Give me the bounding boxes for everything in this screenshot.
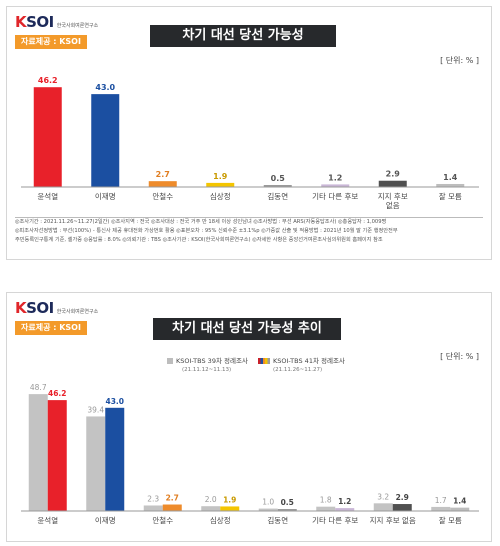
data-label-previous: 1.8: [320, 496, 332, 505]
unit-label: [ 단위: % ]: [440, 352, 479, 361]
bar-previous: [431, 506, 451, 511]
legend-label: KSOI-TBS 41차 정례조사: [273, 357, 345, 365]
bar-current: [277, 509, 297, 511]
data-label-current: 1.9: [223, 495, 236, 504]
data-label: 46.2: [38, 76, 58, 85]
legend-date: (21.11.12~11.13): [182, 367, 232, 373]
chart-title: 차기 대선 당선 가능성 추이: [153, 318, 341, 340]
bar-current: [105, 407, 125, 511]
footnote-line: 주민등록인구통계 기준, 셀가중 ◎응답률 : 8.0% ◎의뢰기관 : TBS…: [15, 237, 383, 243]
source-badge: 자료제공 : KSOI: [15, 35, 87, 49]
footnote-line: ◎피조사자선정방법 : 무선(100%) - 통신사 제공 휴대전화 가상번호 …: [15, 228, 398, 234]
data-label-current: 2.9: [396, 493, 409, 502]
bar-current: [392, 504, 412, 511]
data-label-current: 43.0: [105, 397, 124, 406]
data-label: 2.7: [156, 170, 170, 179]
bar-current: [47, 400, 67, 511]
category-label: 심상정: [210, 191, 231, 201]
bar-previous: [28, 394, 48, 511]
ksoi-logo-block: KSOI 한국사회여론연구소 자료제공 : KSOI: [15, 13, 98, 53]
logo-subtext: 한국사회여론연구소: [56, 309, 99, 315]
data-label-previous: 2.0: [205, 495, 217, 504]
bar-previous: [373, 503, 393, 511]
data-label-previous: 2.3: [147, 494, 159, 503]
category-label: 잘 모름: [439, 192, 462, 201]
category-label: 윤석열: [37, 515, 58, 525]
data-label: 2.9: [386, 170, 401, 179]
data-label: 1.2: [328, 173, 342, 182]
legend-swatch-multicolor: [258, 358, 270, 364]
legend-label: KSOI-TBS 39차 정례조사: [176, 357, 248, 365]
data-label: 43.0: [95, 83, 115, 92]
footnote-line: ◎조사기간 : 2021.11.26~11.27(2일간) ◎조사지역 : 전국…: [15, 219, 387, 225]
logo-text: KSOI: [15, 13, 54, 31]
bar-previous: [316, 506, 336, 511]
bar-current: [450, 507, 470, 511]
ksoi-logo-block: KSOI 한국사회여론연구소 자료제공 : KSOI: [15, 299, 98, 339]
bar-current: [162, 504, 182, 511]
bar-previous: [258, 508, 278, 511]
bar: [378, 180, 407, 187]
data-label-current: 2.7: [166, 494, 179, 503]
category-label: 잘 모름: [439, 516, 462, 525]
chart-title: 차기 대선 당선 가능성: [150, 25, 336, 47]
survey-footnote: ◎조사기간 : 2021.11.26~11.27(2일간) ◎조사지역 : 전국…: [15, 217, 483, 252]
data-label-previous: 39.4: [87, 405, 104, 414]
top-chart-panel: KSOI 한국사회여론연구소 자료제공 : KSOI 차기 대선 당선 가능성 …: [6, 6, 492, 260]
bar-previous: [143, 505, 163, 511]
legend-swatch-grey: [167, 358, 173, 364]
legend-item-previous: KSOI-TBS 39차 정례조사 (21.11.12~11.13): [167, 355, 248, 373]
bar-chart-trend: 48.746.2 39.443.0 2.3 2.7 2.0 1.9 1.0 0.5 1.8 1.2…: [21, 383, 479, 525]
logo-subtext: 한국사회여론연구소: [56, 23, 99, 29]
bar-current: [335, 508, 355, 511]
data-label-current: 46.2: [48, 389, 67, 398]
data-label: 1.9: [213, 172, 228, 181]
bottom-chart-panel: KSOI 한국사회여론연구소 자료제공 : KSOI 차기 대선 당선 가능성 …: [6, 292, 492, 542]
data-label-previous: 48.7: [30, 383, 47, 392]
category-label: 없음: [386, 201, 400, 210]
logo-text: KSOI: [15, 299, 54, 317]
category-label: 심상정: [210, 515, 231, 525]
category-label: 안철수: [152, 515, 173, 525]
data-label: 1.4: [443, 173, 458, 182]
category-label: 지지 후보 없음: [370, 516, 416, 525]
data-label-current: 0.5: [281, 498, 294, 507]
ksoi-logo: KSOI 한국사회여론연구소: [15, 299, 98, 317]
data-label-current: 1.4: [453, 497, 466, 506]
bar: [148, 181, 177, 187]
bar: [436, 183, 465, 187]
unit-label: [ 단위: % ]: [440, 56, 479, 65]
category-label: 이재명: [95, 191, 116, 201]
bar-previous: [86, 416, 106, 511]
data-label-previous: 3.2: [377, 492, 389, 501]
category-label: 기타 다른 후보: [312, 192, 358, 201]
data-label-previous: 1.7: [435, 496, 447, 505]
category-label: 윤석열: [37, 191, 58, 201]
bar: [33, 87, 62, 187]
data-label: 0.5: [271, 174, 286, 183]
category-label: 이재명: [95, 515, 116, 525]
data-label-previous: 1.0: [262, 498, 274, 507]
bar-chart-current: 46.2 43.0 2.7 1.9 0.5 1.2 2.9 1.4 윤석열 이재명 안철수 심상정 김동…: [21, 76, 479, 210]
bar-previous: [201, 506, 221, 511]
source-badge: 자료제공 : KSOI: [15, 321, 87, 335]
bar-current: [220, 506, 240, 511]
ksoi-logo: KSOI 한국사회여론연구소: [15, 13, 98, 31]
category-label: 김동연: [267, 191, 288, 201]
legend-item-current: KSOI-TBS 41차 정례조사 (21.11.26~11.27): [258, 355, 345, 373]
bar: [263, 185, 292, 187]
bar: [206, 182, 235, 187]
data-label-current: 1.2: [338, 497, 351, 506]
category-label: 지지 후보: [378, 192, 408, 201]
bar: [321, 184, 350, 187]
legend-date: (21.11.26~11.27): [273, 367, 323, 373]
bar: [91, 94, 120, 187]
category-label: 김동연: [267, 515, 288, 525]
category-label: 안철수: [152, 191, 173, 201]
category-label: 기타 다른 후보: [312, 516, 358, 525]
